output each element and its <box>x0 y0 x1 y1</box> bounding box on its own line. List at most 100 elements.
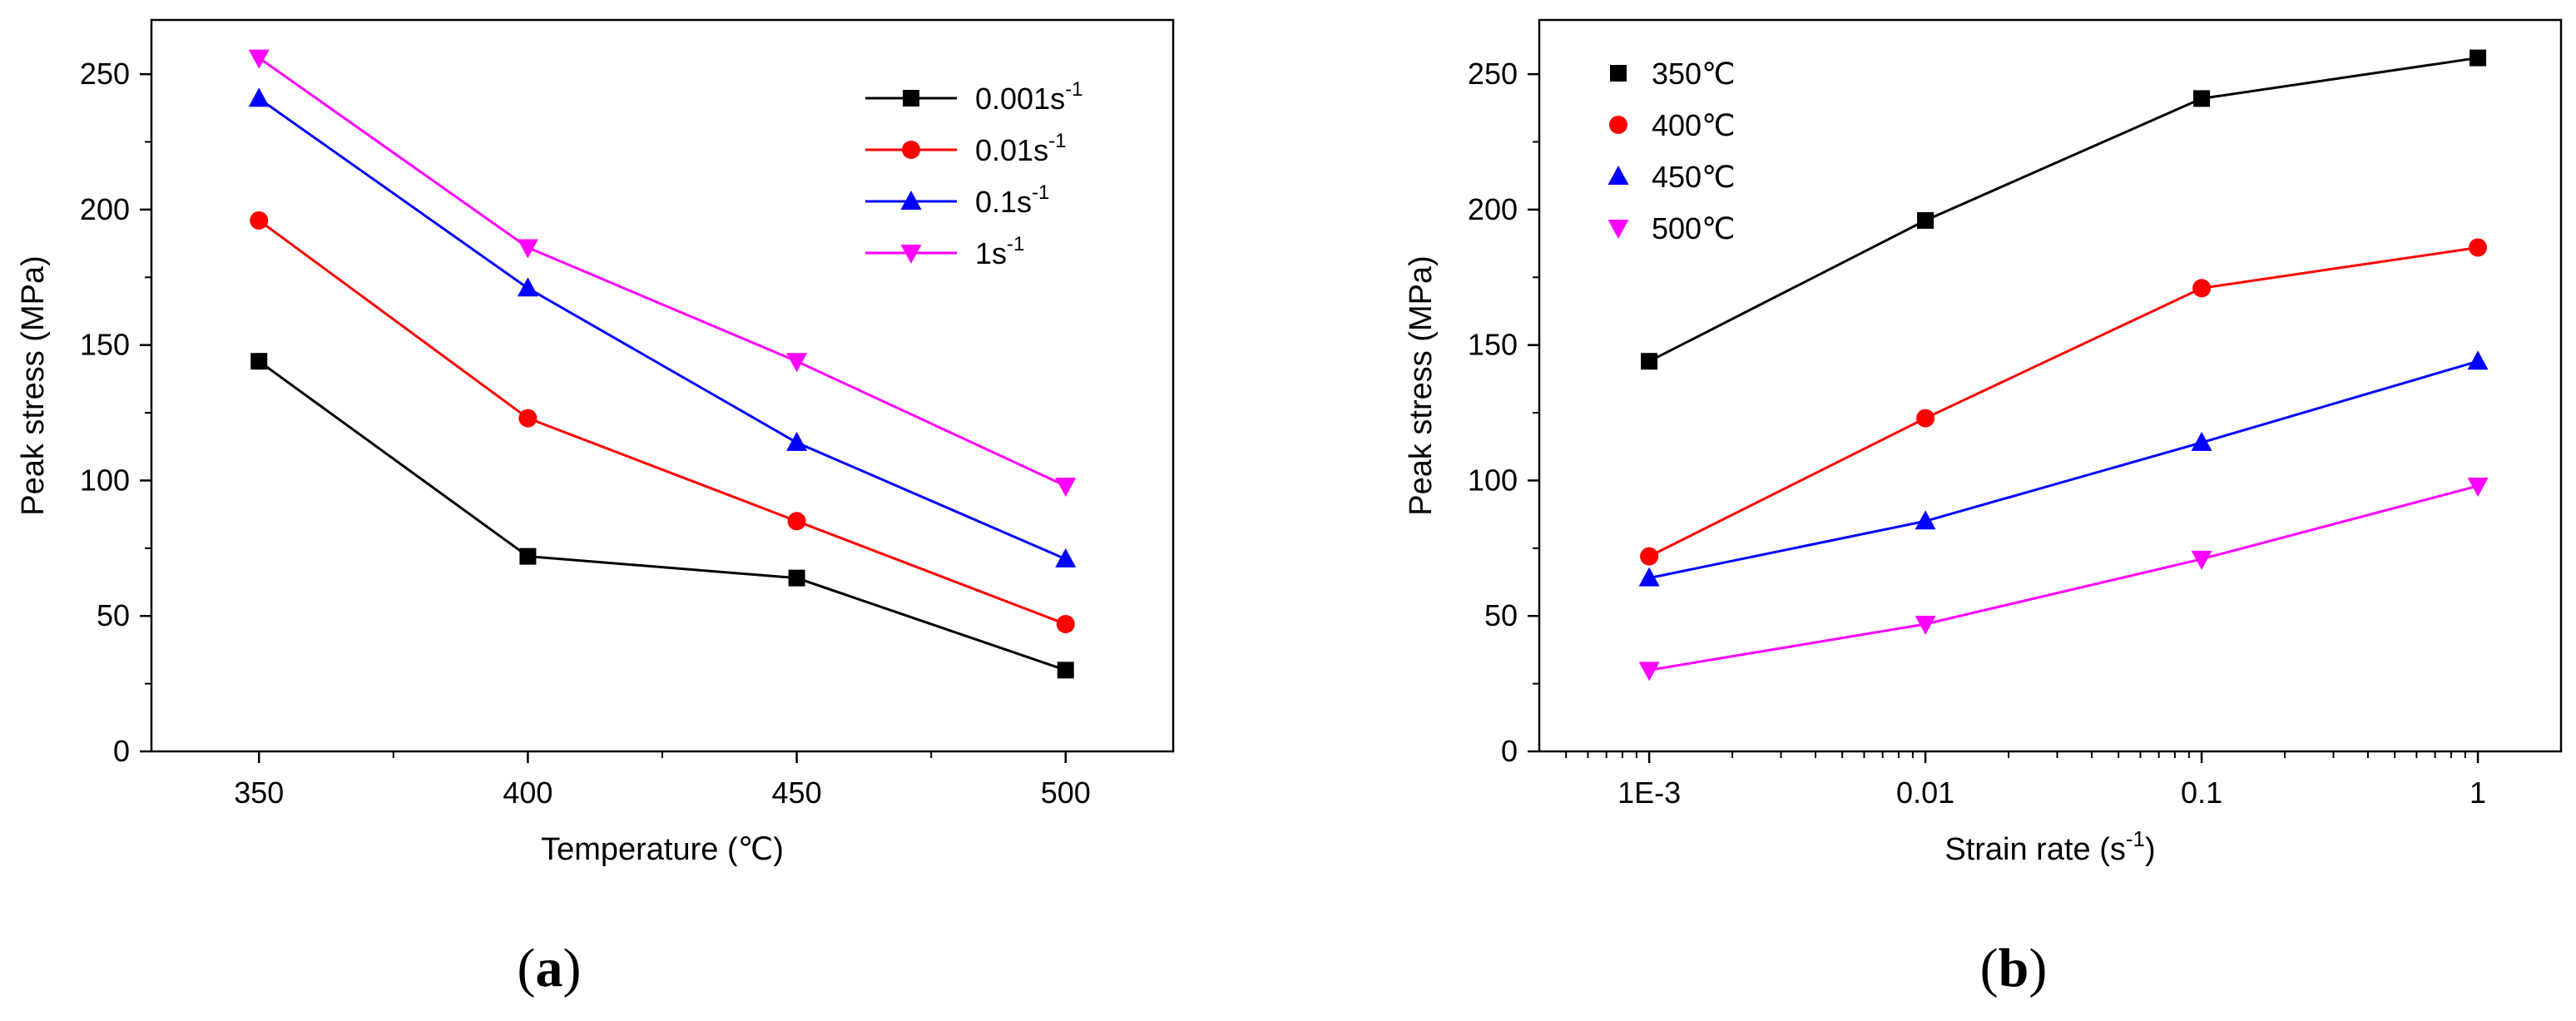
series-1 <box>1640 238 2488 566</box>
y-axis-title: Peak stress (MPa) <box>1404 255 1439 516</box>
legend-label-sup: -1 <box>1065 78 1082 101</box>
data-point <box>517 239 538 259</box>
legend-label: 450℃ <box>1652 160 1736 194</box>
x-axis-title-end: ) <box>2145 832 2156 867</box>
legend: 0.001s-10.01s-10.1s-11s-1 <box>865 78 1082 270</box>
y-tick-label: 100 <box>1468 463 1518 497</box>
legend-label-sup: -1 <box>1048 130 1066 152</box>
legend-label-text: 0.1s <box>975 185 1032 219</box>
series-2 <box>1638 350 2489 587</box>
y-tick-label: 200 <box>80 192 130 226</box>
legend-marker <box>1610 65 1627 82</box>
legend-item: 450℃ <box>1608 160 1736 194</box>
legend-label-text: 450℃ <box>1652 160 1736 194</box>
legend-item: 1s-1 <box>865 233 1024 270</box>
legend-label: 350℃ <box>1652 57 1736 91</box>
legend-label: 0.1s-1 <box>975 181 1049 219</box>
legend-label-sup: -1 <box>1007 233 1024 255</box>
y-tick-label: 50 <box>1484 598 1518 632</box>
series-3 <box>1638 477 2489 681</box>
legend-item: 500℃ <box>1608 211 1736 245</box>
data-point <box>786 353 808 373</box>
data-point <box>248 87 270 107</box>
x-axis-title-text: Strain rate (s <box>1944 832 2126 867</box>
y-tick-label: 150 <box>1468 328 1518 362</box>
legend-label-text: 500℃ <box>1652 211 1736 245</box>
x-tick-label: 0.1 <box>2181 776 2222 810</box>
legend-label: 0.01s-1 <box>975 130 1066 167</box>
legend-item: 350℃ <box>1610 57 1736 91</box>
y-tick-label: 0 <box>113 734 130 768</box>
legend-marker <box>1608 220 1629 239</box>
series-3 <box>248 49 1077 497</box>
data-point <box>2193 90 2211 107</box>
legend-label-sup: -1 <box>1032 181 1049 204</box>
legend-label-text: 0.001s <box>975 82 1065 116</box>
data-point <box>1641 353 1658 370</box>
y-tick-label: 250 <box>80 57 130 91</box>
x-axis-title: Temperature (℃) <box>541 832 784 867</box>
data-point <box>2192 279 2212 298</box>
legend-marker <box>1608 166 1629 185</box>
data-point <box>1915 615 1936 635</box>
legend-item: 0.1s-1 <box>865 181 1049 219</box>
series-line <box>1648 245 2479 558</box>
panel-label-letter: b <box>1999 938 2029 999</box>
legend-label: 500℃ <box>1652 211 1736 245</box>
data-point <box>519 548 537 565</box>
x-tick-label: 1E-3 <box>1617 776 1681 810</box>
data-point <box>2467 350 2489 370</box>
series-line <box>258 359 1067 672</box>
legend-label: 400℃ <box>1652 108 1736 142</box>
legend-marker <box>1609 116 1627 134</box>
legend-label-text: 400℃ <box>1652 108 1736 142</box>
data-point <box>250 211 269 230</box>
data-point <box>1056 614 1075 633</box>
data-point <box>788 569 805 587</box>
data-point <box>2191 550 2212 570</box>
x-tick-label: 1 <box>2469 776 2486 810</box>
data-point <box>1917 211 1934 229</box>
x-axis-title-sup: -1 <box>2126 826 2145 851</box>
series-2 <box>248 87 1077 567</box>
data-point <box>250 353 268 370</box>
y-tick-label: 50 <box>97 598 130 632</box>
panel-b: 0 50 100 150 200 250 1E-3 0.01 0.1 1 Peak stress (… <box>1404 18 2563 999</box>
x-axis-title-text: Temperature (℃) <box>541 832 784 867</box>
data-point <box>248 49 270 69</box>
x-tick-label: 500 <box>1041 776 1091 810</box>
x-axis-title: Strain rate (s-1) <box>1944 826 2155 867</box>
data-point <box>1916 409 1935 428</box>
data-point <box>786 431 808 451</box>
series-line <box>1648 484 2479 672</box>
panel-label-letter: a <box>536 938 563 999</box>
legend-marker <box>900 191 922 210</box>
data-point <box>2191 431 2212 451</box>
data-point <box>518 409 537 428</box>
data-point <box>1057 662 1074 679</box>
data-point <box>1055 548 1077 567</box>
data-point <box>1055 477 1077 497</box>
series-0 <box>250 353 1074 679</box>
data-point <box>1638 567 1660 587</box>
series-0 <box>1641 49 2487 370</box>
legend-marker <box>902 141 920 159</box>
y-tick-label: 100 <box>80 463 130 497</box>
legend-label: 0.001s-1 <box>975 78 1082 116</box>
y-tick-label: 200 <box>1468 192 1518 226</box>
legend-label: 1s-1 <box>975 233 1024 270</box>
y-tick-label: 250 <box>1468 57 1518 91</box>
legend-item: 400℃ <box>1609 108 1736 142</box>
x-tick-label: 400 <box>503 776 552 810</box>
data-point <box>2467 477 2489 497</box>
y-tick-label: 150 <box>80 328 130 362</box>
panel-label: (a) <box>518 938 582 999</box>
legend-marker <box>900 245 922 264</box>
series-line <box>258 219 1067 626</box>
series-line <box>1648 57 2479 363</box>
legend-marker <box>903 90 919 107</box>
x-tick-label: 450 <box>772 776 822 810</box>
data-point <box>1638 662 1660 681</box>
legend-item: 0.001s-1 <box>865 78 1082 116</box>
data-point <box>1915 510 1936 530</box>
